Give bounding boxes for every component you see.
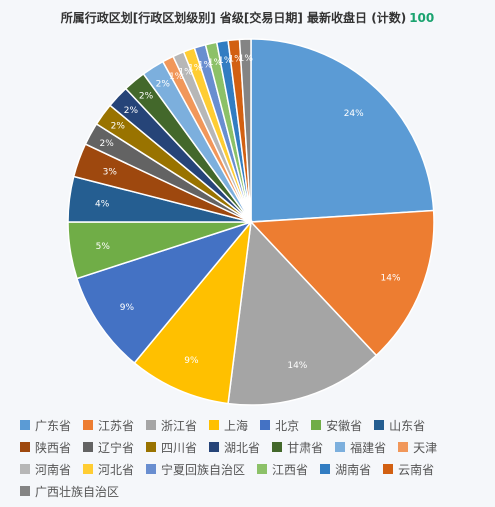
pie-slice-广西壮族自治区[interactable] <box>238 38 252 223</box>
legend-swatch <box>311 420 322 430</box>
legend-item-广东省[interactable]: 广东省 <box>20 418 72 433</box>
legend-swatch <box>335 442 346 452</box>
data-label-陕西省: 3% <box>103 168 118 178</box>
legend-swatch <box>146 442 157 452</box>
legend-item-甘肃省[interactable]: 甘肃省 <box>272 440 324 455</box>
legend-label: 湖南省 <box>335 462 372 477</box>
chart-title: 所属行政区划[行政区划级别] 省级[交易日期] 最新收盘日 (计数) 100 <box>0 9 495 26</box>
data-label-湖北省: 2% <box>124 106 139 116</box>
legend-label: 宁夏回族自治区 <box>161 462 246 477</box>
pie-slice-上海[interactable] <box>133 219 253 405</box>
legend-item-云南省[interactable]: 云南省 <box>383 462 435 477</box>
legend-item-四川省[interactable]: 四川省 <box>146 440 198 455</box>
legend-item-天津[interactable]: 天津 <box>398 440 438 455</box>
legend-label: 天津 <box>413 440 438 455</box>
data-label-山东省: 4% <box>95 200 110 210</box>
legend-label: 辽宁省 <box>98 440 135 455</box>
data-label-广西壮族自治区: 1% <box>239 54 254 64</box>
legend-label: 安徽省 <box>326 418 363 433</box>
data-label-安徽省: 5% <box>96 242 111 252</box>
legend-label: 江西省 <box>272 462 309 477</box>
legend-item-北京[interactable]: 北京 <box>260 418 300 433</box>
legend-label: 甘肃省 <box>287 440 324 455</box>
data-label-浙江省: 14% <box>287 361 307 371</box>
chart-title-text: 所属行政区划[行政区划级别] 省级[交易日期] 最新收盘日 (计数) <box>60 11 407 25</box>
data-label-福建省: 2% <box>156 79 171 89</box>
legend-swatch <box>257 464 268 474</box>
pie-slice-北京[interactable] <box>76 220 254 365</box>
legend-label: 湖北省 <box>224 440 261 455</box>
legend-label: 北京 <box>275 418 300 433</box>
legend-label: 四川省 <box>161 440 198 455</box>
data-label-湖南省: 1% <box>218 56 233 66</box>
legend-item-山东省[interactable]: 山东省 <box>374 418 426 433</box>
legend-swatch <box>20 442 30 452</box>
legend-item-湖南省[interactable]: 湖南省 <box>320 462 372 477</box>
legend-swatch <box>209 442 220 452</box>
legend-item-安徽省[interactable]: 安徽省 <box>311 418 363 433</box>
legend-label: 福建省 <box>350 440 387 455</box>
pie-slice-江苏省[interactable] <box>249 209 435 357</box>
legend-swatch <box>83 420 94 430</box>
legend-swatch <box>20 464 30 474</box>
total-count: 100 <box>409 11 435 25</box>
legend-swatch <box>374 420 385 430</box>
legend-swatch <box>383 464 394 474</box>
legend-label: 广西壮族自治区 <box>35 484 120 499</box>
legend-swatch <box>320 464 331 474</box>
legend-item-辽宁省[interactable]: 辽宁省 <box>83 440 135 455</box>
pie-chart: 24%14%14%9%9%5%4%3%2%2%2%2%2%1%1%1%1%1%1… <box>67 38 435 406</box>
legend-swatch <box>272 442 283 452</box>
data-label-上海: 9% <box>184 356 199 366</box>
pie-slice-浙江省[interactable] <box>227 220 378 406</box>
data-label-辽宁省: 2% <box>100 139 115 149</box>
legend-label: 浙江省 <box>161 418 198 433</box>
legend-label: 山东省 <box>389 418 426 433</box>
data-label-四川省: 2% <box>111 122 126 132</box>
data-label-北京: 9% <box>120 303 135 313</box>
legend-swatch <box>260 420 271 430</box>
chart-legend: 广东省 江苏省 浙江省 上海 北京 安徽省 山东省陕西省 辽宁省 四川省 湖北省 甘肃省 福建省 天津河… <box>20 418 485 506</box>
data-label-江苏省: 14% <box>381 274 401 284</box>
pie-slice-广东省[interactable] <box>250 38 435 223</box>
legend-swatch <box>20 486 30 496</box>
data-label-天津: 1% <box>169 72 184 82</box>
data-label-云南省: 1% <box>228 55 243 65</box>
legend-item-河南省[interactable]: 河南省 <box>20 462 72 477</box>
legend-label: 上海 <box>224 418 249 433</box>
legend-item-湖北省[interactable]: 湖北省 <box>209 440 261 455</box>
legend-item-浙江省[interactable]: 浙江省 <box>146 418 198 433</box>
data-label-广东省: 24% <box>344 109 364 119</box>
legend-swatch <box>83 464 94 474</box>
legend-label: 江苏省 <box>98 418 135 433</box>
legend-label: 陕西省 <box>35 440 72 455</box>
legend-item-江西省[interactable]: 江西省 <box>257 462 309 477</box>
legend-item-陕西省[interactable]: 陕西省 <box>20 440 72 455</box>
legend-item-河北省[interactable]: 河北省 <box>83 462 135 477</box>
legend-item-江苏省[interactable]: 江苏省 <box>83 418 135 433</box>
legend-item-宁夏回族自治区[interactable]: 宁夏回族自治区 <box>146 462 246 477</box>
legend-item-广西壮族自治区[interactable]: 广西壮族自治区 <box>20 484 120 499</box>
legend-swatch <box>20 420 30 430</box>
legend-swatch <box>146 464 157 474</box>
legend-item-福建省[interactable]: 福建省 <box>335 440 387 455</box>
legend-item-上海[interactable]: 上海 <box>209 418 249 433</box>
legend-swatch <box>209 420 220 430</box>
legend-label: 广东省 <box>35 418 72 433</box>
legend-label: 河北省 <box>98 462 135 477</box>
data-label-河南省: 1% <box>178 67 193 77</box>
data-label-甘肃省: 2% <box>139 92 154 102</box>
data-label-河北省: 1% <box>188 64 203 74</box>
legend-swatch <box>83 442 94 452</box>
legend-label: 河南省 <box>35 462 72 477</box>
data-label-宁夏回族自治区: 1% <box>198 60 213 70</box>
data-label-江西省: 1% <box>208 58 223 68</box>
legend-swatch <box>146 420 157 430</box>
legend-label: 云南省 <box>398 462 435 477</box>
legend-swatch <box>398 442 409 452</box>
